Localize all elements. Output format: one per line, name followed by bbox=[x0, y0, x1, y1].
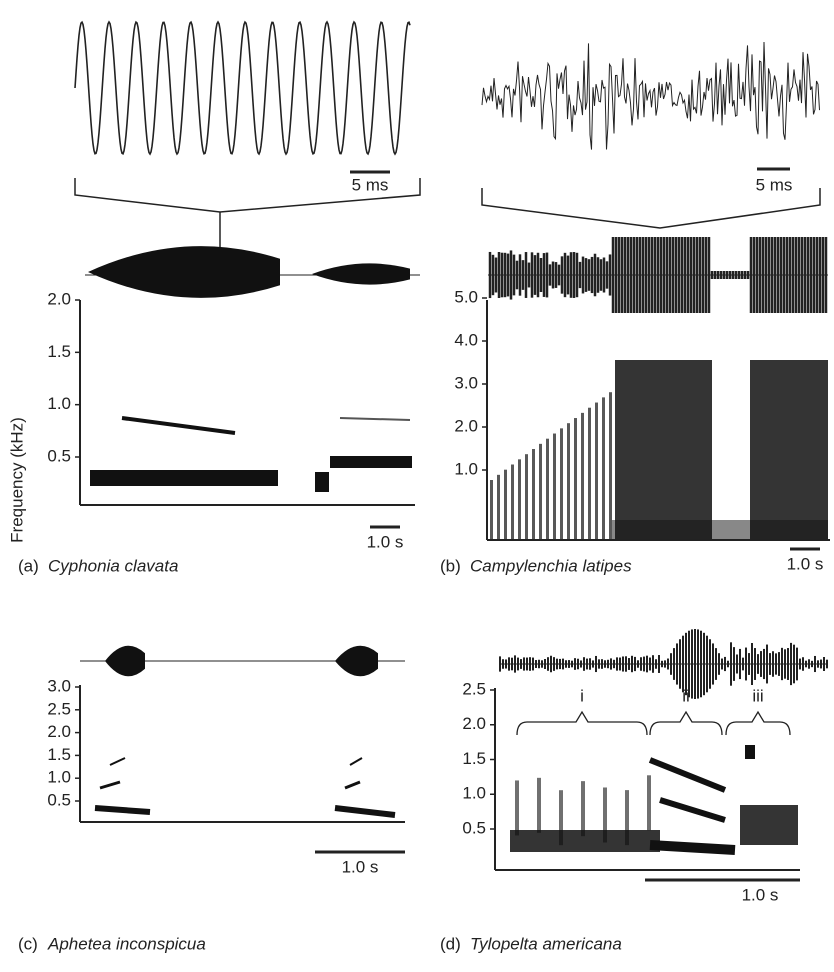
spectrogram-band bbox=[546, 438, 549, 540]
panel-letter: (d) bbox=[440, 934, 461, 953]
spectrogram-band bbox=[504, 469, 507, 540]
y-tick-label: 1.0 bbox=[462, 784, 486, 803]
y-tick-label: 1.5 bbox=[462, 749, 486, 768]
spectrogram-band bbox=[603, 787, 607, 843]
spectrogram-band bbox=[625, 790, 629, 846]
spectrogram-band bbox=[581, 781, 585, 837]
spectrogram-band bbox=[315, 472, 329, 492]
spectrogram-band bbox=[349, 757, 363, 766]
spectrogram-band bbox=[648, 757, 727, 793]
y-tick-label: 3.0 bbox=[47, 676, 71, 695]
section-bracket bbox=[516, 710, 648, 736]
y-tick-label: 2.0 bbox=[47, 722, 71, 741]
y-tick-label: 1.0 bbox=[454, 459, 478, 478]
y-tick-label: 2.0 bbox=[47, 289, 71, 308]
bracket bbox=[481, 188, 821, 229]
spectrogram-band bbox=[581, 412, 584, 540]
spectrogram-band bbox=[740, 805, 798, 845]
species: Tylopelta americana bbox=[470, 934, 622, 953]
y-tick-label: 2.5 bbox=[47, 699, 71, 718]
oscillogram bbox=[74, 20, 411, 156]
y-tick-label: 4.0 bbox=[454, 330, 478, 349]
y-tick-label: 0.5 bbox=[47, 790, 71, 809]
y-tick-label: 3.0 bbox=[454, 373, 478, 392]
spectrogram-band bbox=[90, 470, 278, 486]
spectrogram-band bbox=[121, 416, 236, 435]
section-label: i bbox=[580, 686, 584, 705]
spectrogram-band bbox=[344, 780, 361, 790]
spectrogram-band bbox=[647, 775, 651, 831]
spectrogram-band bbox=[612, 520, 828, 540]
spectrogram-band bbox=[330, 456, 412, 468]
spectrogram-band bbox=[553, 433, 556, 540]
envelope bbox=[312, 263, 410, 285]
y-tick-label: 5.0 bbox=[454, 287, 478, 306]
spectrogram-band bbox=[532, 449, 535, 540]
y-axis-label: Frequency (kHz) bbox=[7, 417, 26, 543]
spectrogram-band bbox=[497, 474, 500, 540]
spectrogram-band bbox=[567, 423, 570, 540]
spectrogram-band bbox=[339, 417, 411, 421]
spectrogram-band bbox=[745, 745, 755, 759]
y-tick-label: 1.0 bbox=[47, 394, 71, 413]
species: Aphetea inconspicua bbox=[47, 934, 206, 953]
spectrogram-band bbox=[595, 402, 598, 540]
spectrogram-band bbox=[109, 757, 126, 766]
spectrogram-band bbox=[525, 454, 528, 540]
spectrogram-band bbox=[511, 464, 514, 540]
spectrogram-band bbox=[649, 840, 736, 855]
section-bracket bbox=[649, 710, 723, 736]
spectrogram-band bbox=[518, 459, 521, 540]
spectrogram-band bbox=[515, 780, 519, 836]
spectrogram-band bbox=[99, 780, 121, 790]
envelope bbox=[105, 645, 145, 677]
spectrogram-band bbox=[334, 805, 396, 818]
time-scale: 1.0 s bbox=[742, 885, 779, 904]
spectrogram-band bbox=[539, 443, 542, 540]
time-scale: 1.0 s bbox=[342, 857, 379, 876]
time-scale: 1.0 s bbox=[787, 554, 824, 573]
spectrogram-band bbox=[490, 480, 493, 540]
y-tick-label: 0.5 bbox=[462, 818, 486, 837]
species: Cyphonia clavata bbox=[48, 556, 178, 575]
spectrogram-band bbox=[574, 418, 577, 540]
spectrogram-band bbox=[615, 360, 712, 540]
spectrogram-band bbox=[560, 428, 563, 540]
envelope bbox=[88, 246, 280, 298]
y-tick-label: 2.5 bbox=[462, 679, 486, 698]
y-tick-label: 2.0 bbox=[454, 416, 478, 435]
panel-letter: (a) bbox=[18, 556, 39, 575]
spectrogram-band bbox=[559, 790, 563, 846]
spectrogram-band bbox=[659, 797, 726, 823]
panel-letter: (b) bbox=[440, 556, 461, 575]
spectrogram-band bbox=[750, 360, 828, 540]
y-tick-label: 1.5 bbox=[47, 342, 71, 361]
y-tick-label: 2.0 bbox=[462, 714, 486, 733]
spectrogram-band bbox=[510, 830, 660, 852]
y-tick-label: 1.0 bbox=[47, 768, 71, 787]
spectrogram-band bbox=[537, 777, 541, 833]
section-bracket bbox=[725, 710, 791, 736]
oscillogram-scale: 5 ms bbox=[756, 175, 793, 194]
spectrogram-band bbox=[609, 392, 612, 540]
spectrogram-band bbox=[588, 407, 591, 540]
section-label: iii bbox=[752, 686, 763, 705]
y-tick-label: 1.5 bbox=[47, 745, 71, 764]
species: Campylenchia latipes bbox=[470, 556, 632, 575]
time-scale: 1.0 s bbox=[367, 532, 404, 551]
oscillogram bbox=[481, 41, 820, 150]
envelope bbox=[335, 645, 378, 677]
oscillogram-scale: 5 ms bbox=[352, 175, 389, 194]
section-label: ii bbox=[682, 686, 690, 705]
panel-letter: (c) bbox=[18, 934, 38, 953]
y-tick-label: 0.5 bbox=[47, 446, 71, 465]
spectrogram-band bbox=[602, 397, 605, 540]
spectrogram-band bbox=[94, 805, 151, 815]
